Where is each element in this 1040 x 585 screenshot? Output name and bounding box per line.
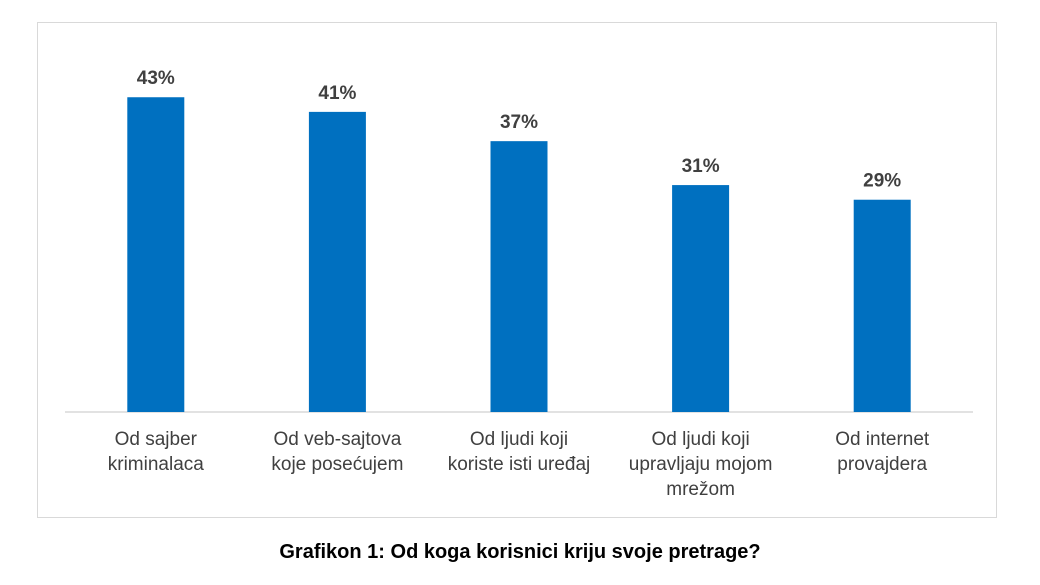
data-label-3: 37% bbox=[500, 112, 538, 133]
category-label-line: upravljaju mojom bbox=[628, 454, 773, 475]
category-label-2: Od veb-sajtova koje posećujem bbox=[247, 427, 427, 477]
category-label-3: Od ljudi koji koriste isti uređaj bbox=[429, 427, 609, 477]
bar-1 bbox=[127, 97, 185, 413]
chart-caption: Grafikon 1: Od koga korisnici kriju svoj… bbox=[279, 541, 761, 563]
bar-4 bbox=[672, 185, 730, 412]
category-label-line: provajdera bbox=[837, 454, 928, 475]
data-label-1: 43% bbox=[137, 68, 175, 89]
category-label-line: Od ljudi koji bbox=[469, 429, 569, 450]
category-label-line: kriminalaca bbox=[107, 454, 204, 475]
category-label-1: Od sajber kriminalaca bbox=[66, 427, 246, 477]
chart-frame: 43% 41% 37% 31% 29% Od sajber kriminalaca Od v… bbox=[37, 22, 997, 518]
bar-chart: 43% 41% 37% 31% 29% bbox=[65, 68, 973, 413]
category-label-line: koriste isti uređaj bbox=[447, 454, 591, 475]
bar-3 bbox=[490, 141, 548, 412]
category-label-5: Od internet provajdera bbox=[792, 427, 972, 477]
category-label-4: Od ljudi koji upravljaju mojom mrežom bbox=[611, 427, 791, 502]
category-label-line: mrežom bbox=[666, 479, 735, 500]
category-label-line: Od internet bbox=[835, 429, 930, 450]
data-label-4: 31% bbox=[682, 156, 720, 177]
bar-5 bbox=[853, 199, 911, 412]
data-label-5: 29% bbox=[863, 171, 901, 192]
category-label-line: Od veb-sajtova bbox=[273, 429, 402, 450]
category-label-line: Od sajber bbox=[114, 429, 197, 450]
category-label-line: Od ljudi koji bbox=[651, 429, 750, 450]
category-label-line: koje posećujem bbox=[271, 454, 404, 475]
bar-2 bbox=[308, 111, 366, 412]
data-label-2: 41% bbox=[318, 83, 356, 104]
